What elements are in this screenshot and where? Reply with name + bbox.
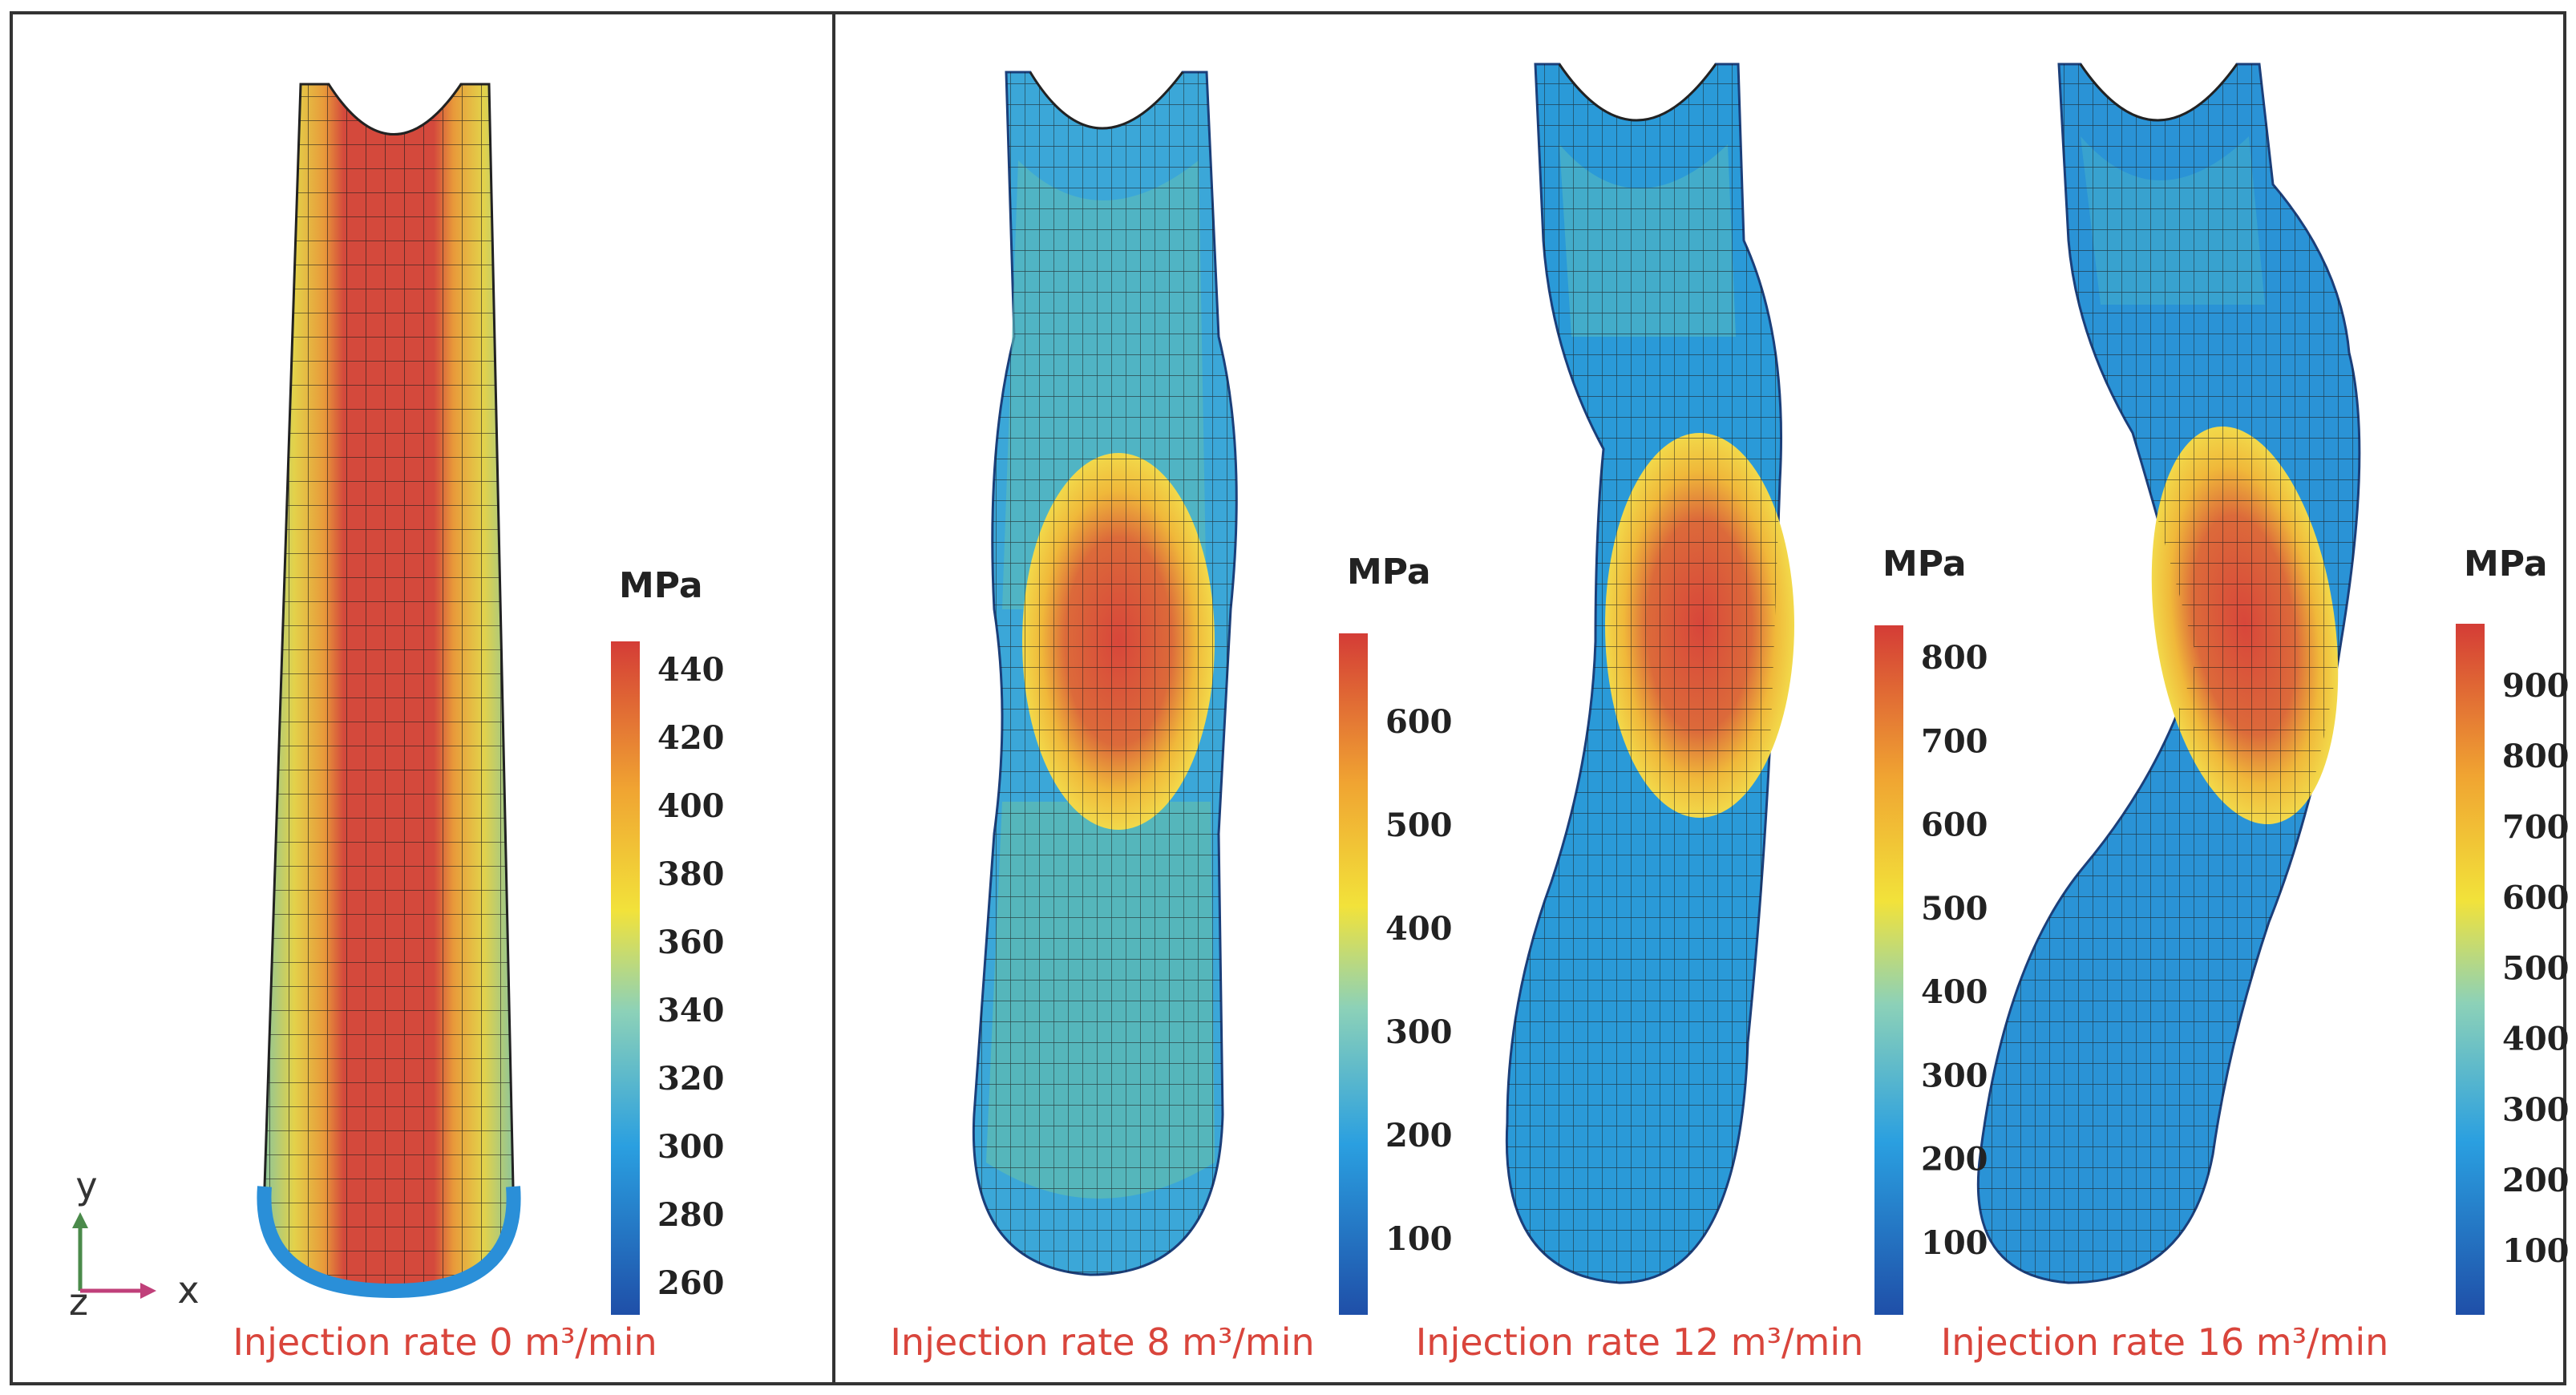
colorbar-unit-0: MPa xyxy=(619,565,703,606)
colorbar-3-tick: 100 xyxy=(2502,1232,2570,1270)
colorbar-3-tick: 500 xyxy=(2502,950,2570,988)
tube-rate-12 xyxy=(1505,63,1794,1284)
y-arrow-icon xyxy=(72,1212,88,1228)
colorbar-0-tick: 380 xyxy=(657,855,725,893)
colorbar-3 xyxy=(2456,624,2485,1315)
colorbar-3-tick: 800 xyxy=(2502,738,2570,775)
colorbar-2-tick: 500 xyxy=(1921,890,1988,928)
colorbar-0-tick: 300 xyxy=(657,1128,725,1166)
tube-rate-0 xyxy=(257,83,521,1299)
figure-frame xyxy=(10,11,2566,1385)
colorbar-1-tick: 500 xyxy=(1385,807,1453,844)
caption-rate-16: Injection rate 16 m³/min xyxy=(1941,1320,2389,1364)
colorbar-1-tick: 300 xyxy=(1385,1013,1453,1051)
colorbar-2-tick: 400 xyxy=(1921,973,1988,1011)
axis-x-label: x xyxy=(177,1268,199,1312)
tube-rate-16 xyxy=(1976,63,2361,1284)
axis-y-label: y xyxy=(75,1164,97,1207)
colorbar-0-tick: 260 xyxy=(657,1264,725,1302)
axis-triad: y x z xyxy=(69,1164,200,1324)
colorbar-0-tick: 280 xyxy=(657,1196,725,1234)
colorbar-0-tick: 420 xyxy=(657,719,725,757)
colorbar-3-tick: 400 xyxy=(2502,1021,2570,1058)
colorbar-0-tick: 360 xyxy=(657,924,725,961)
colorbar-unit-3: MPa xyxy=(2464,544,2548,584)
x-arrow-icon xyxy=(140,1283,156,1299)
colorbar-2-tick: 300 xyxy=(1921,1057,1988,1094)
colorbar-3-tick: 900 xyxy=(2502,667,2570,705)
colorbar-1-tick: 600 xyxy=(1385,703,1453,741)
colorbar-0-tick: 320 xyxy=(657,1060,725,1098)
colorbar-1-tick: 400 xyxy=(1385,910,1453,948)
colorbar-3-tick: 200 xyxy=(2502,1162,2570,1199)
colorbar-2-tick: 800 xyxy=(1921,639,1988,677)
colorbar-unit-2: MPa xyxy=(1882,544,1967,584)
colorbar-3-tick: 700 xyxy=(2502,808,2570,846)
caption-rate-8: Injection rate 8 m³/min xyxy=(890,1320,1314,1364)
colorbar-0 xyxy=(611,641,640,1315)
colorbar-1-tick: 200 xyxy=(1385,1117,1453,1154)
colorbar-2-tick: 200 xyxy=(1921,1141,1988,1179)
colorbar-2-tick: 600 xyxy=(1921,807,1988,844)
colorbar-2 xyxy=(1874,625,1903,1315)
colorbar-0-tick: 340 xyxy=(657,992,725,1029)
colorbar-2-tick: 100 xyxy=(1921,1224,1988,1262)
colorbar-unit-1: MPa xyxy=(1347,552,1431,592)
colorbar-1 xyxy=(1339,633,1368,1315)
colorbar-0-tick: 400 xyxy=(657,787,725,825)
colorbar-3-tick: 600 xyxy=(2502,879,2570,916)
caption-rate-0: Injection rate 0 m³/min xyxy=(233,1320,657,1364)
colorbar-3-tick: 300 xyxy=(2502,1091,2570,1129)
caption-rate-12: Injection rate 12 m³/min xyxy=(1416,1320,1864,1364)
colorbar-0-tick: 440 xyxy=(657,651,725,689)
colorbar-2-tick: 700 xyxy=(1921,722,1988,760)
axis-z-label: z xyxy=(69,1280,88,1324)
tube-rate-8 xyxy=(972,71,1238,1276)
colorbar-1-tick: 100 xyxy=(1385,1220,1453,1258)
